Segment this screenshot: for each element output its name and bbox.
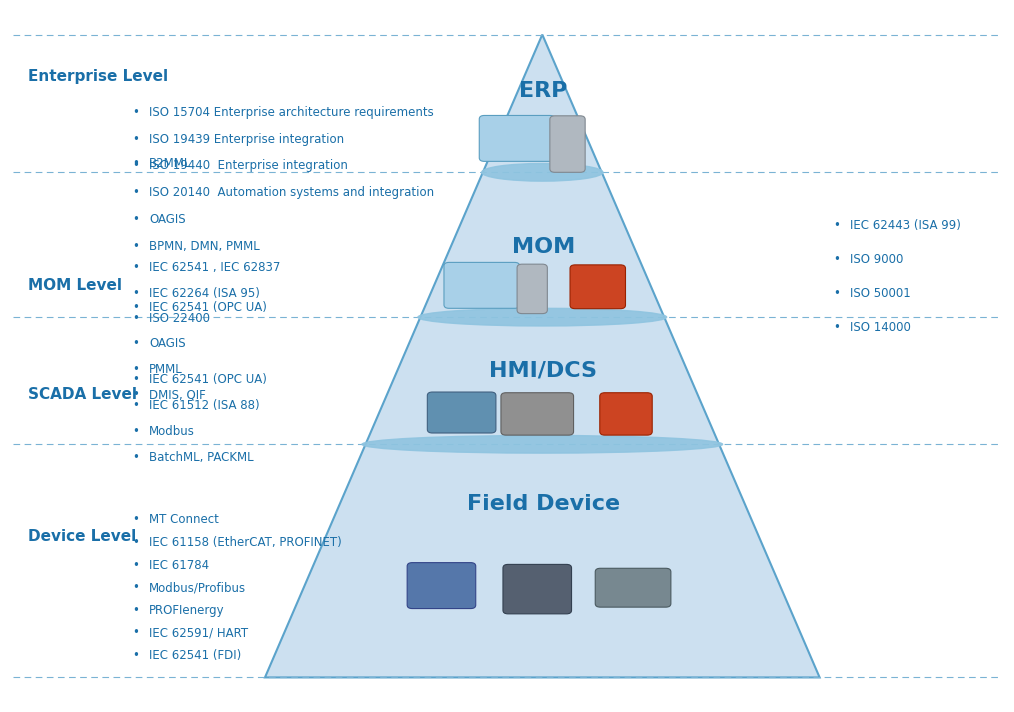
Text: ISO 9000: ISO 9000 bbox=[850, 253, 903, 266]
Text: PROFIenergy: PROFIenergy bbox=[149, 604, 225, 617]
Text: ISO 50001: ISO 50001 bbox=[850, 287, 911, 300]
Text: IEC 61158 (EtherCAT, PROFINET): IEC 61158 (EtherCAT, PROFINET) bbox=[149, 536, 342, 549]
Text: •: • bbox=[834, 287, 841, 300]
Ellipse shape bbox=[362, 436, 723, 453]
Text: •: • bbox=[834, 320, 841, 333]
Text: •: • bbox=[133, 312, 139, 325]
Text: •: • bbox=[133, 159, 139, 172]
Text: Modbus: Modbus bbox=[149, 425, 195, 438]
Text: •: • bbox=[133, 425, 139, 438]
Text: ISO 15704 Enterprise architecture requirements: ISO 15704 Enterprise architecture requir… bbox=[149, 106, 434, 119]
Text: •: • bbox=[133, 399, 139, 412]
Text: •: • bbox=[133, 337, 139, 350]
Text: ISO 14000: ISO 14000 bbox=[850, 320, 911, 333]
Text: BatchML, PACKML: BatchML, PACKML bbox=[149, 451, 254, 464]
Ellipse shape bbox=[418, 308, 666, 326]
Text: •: • bbox=[133, 536, 139, 549]
Text: •: • bbox=[133, 581, 139, 595]
Text: •: • bbox=[133, 373, 139, 386]
Text: ISO 19440  Enterprise integration: ISO 19440 Enterprise integration bbox=[149, 159, 348, 172]
FancyBboxPatch shape bbox=[550, 116, 585, 172]
Ellipse shape bbox=[482, 164, 603, 181]
Text: •: • bbox=[133, 388, 139, 402]
Text: •: • bbox=[133, 261, 139, 274]
FancyBboxPatch shape bbox=[570, 265, 626, 309]
FancyBboxPatch shape bbox=[501, 393, 574, 435]
Text: ISO 19439 Enterprise integration: ISO 19439 Enterprise integration bbox=[149, 132, 344, 146]
FancyBboxPatch shape bbox=[444, 263, 519, 308]
Text: OAGIS: OAGIS bbox=[149, 213, 186, 226]
Text: •: • bbox=[133, 240, 139, 253]
Text: •: • bbox=[133, 187, 139, 199]
Text: IEC 62443 (ISA 99): IEC 62443 (ISA 99) bbox=[850, 219, 960, 232]
Text: Enterprise Level: Enterprise Level bbox=[28, 70, 168, 85]
Text: Modbus/Profibus: Modbus/Profibus bbox=[149, 581, 246, 595]
Text: OAGIS: OAGIS bbox=[149, 337, 186, 350]
Text: HMI/DCS: HMI/DCS bbox=[490, 360, 597, 380]
Text: IEC 62541 (FDI): IEC 62541 (FDI) bbox=[149, 649, 241, 662]
Text: Field Device: Field Device bbox=[466, 494, 620, 514]
Text: IEC 62541 (OPC UA): IEC 62541 (OPC UA) bbox=[149, 301, 267, 315]
Text: IEC 61784: IEC 61784 bbox=[149, 559, 209, 572]
FancyBboxPatch shape bbox=[595, 568, 671, 607]
Text: IEC 61512 (ISA 88): IEC 61512 (ISA 88) bbox=[149, 399, 260, 412]
Text: Device Level: Device Level bbox=[28, 528, 136, 544]
Text: •: • bbox=[133, 604, 139, 617]
FancyBboxPatch shape bbox=[517, 264, 548, 313]
Text: IEC 62541 (OPC UA): IEC 62541 (OPC UA) bbox=[149, 373, 267, 386]
FancyBboxPatch shape bbox=[427, 392, 496, 433]
Text: ISO 20140  Automation systems and integration: ISO 20140 Automation systems and integra… bbox=[149, 187, 434, 199]
Text: •: • bbox=[133, 559, 139, 572]
Text: •: • bbox=[834, 219, 841, 232]
FancyBboxPatch shape bbox=[408, 562, 476, 609]
FancyBboxPatch shape bbox=[599, 393, 652, 435]
Text: DMIS, QIF: DMIS, QIF bbox=[149, 388, 206, 402]
Text: •: • bbox=[834, 253, 841, 266]
Text: •: • bbox=[133, 451, 139, 464]
Text: •: • bbox=[133, 627, 139, 639]
Text: IEC 62591/ HART: IEC 62591/ HART bbox=[149, 627, 248, 639]
Text: MOM: MOM bbox=[512, 236, 575, 256]
Text: •: • bbox=[133, 157, 139, 169]
Text: MOM Level: MOM Level bbox=[28, 278, 122, 293]
Polygon shape bbox=[265, 35, 819, 677]
Text: •: • bbox=[133, 287, 139, 300]
Text: •: • bbox=[133, 649, 139, 662]
Text: ISO 22400: ISO 22400 bbox=[149, 312, 210, 325]
Text: •: • bbox=[133, 106, 139, 119]
Text: •: • bbox=[133, 132, 139, 146]
Text: BPMN, DMN, PMML: BPMN, DMN, PMML bbox=[149, 240, 260, 253]
Text: IEC 62264 (ISA 95): IEC 62264 (ISA 95) bbox=[149, 287, 260, 300]
FancyBboxPatch shape bbox=[503, 565, 572, 614]
Text: MT Connect: MT Connect bbox=[149, 513, 219, 526]
Text: •: • bbox=[133, 301, 139, 315]
Text: B2MML: B2MML bbox=[149, 157, 192, 169]
FancyBboxPatch shape bbox=[480, 115, 555, 162]
Text: •: • bbox=[133, 213, 139, 226]
Text: •: • bbox=[133, 363, 139, 376]
Text: •: • bbox=[133, 513, 139, 526]
Text: IEC 62541 , IEC 62837: IEC 62541 , IEC 62837 bbox=[149, 261, 281, 274]
Text: SCADA Level: SCADA Level bbox=[28, 387, 137, 402]
Text: ERP: ERP bbox=[519, 81, 568, 101]
Text: PMML: PMML bbox=[149, 363, 183, 376]
